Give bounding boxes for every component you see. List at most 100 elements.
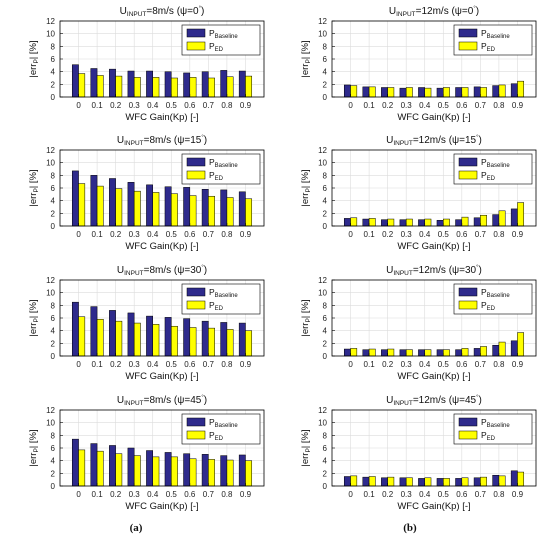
y-tick-label: 0 [51, 352, 56, 361]
x-tick-label: 0 [348, 490, 353, 499]
bar-ed-7 [208, 327, 215, 357]
x-tick-label: 0.1 [92, 101, 104, 110]
bar-baseline-5 [436, 87, 444, 98]
x-tick-label: 0 [76, 360, 81, 369]
legend-swatch-baseline [186, 287, 206, 297]
y-tick-label: 6 [51, 314, 56, 323]
bar-baseline-0 [71, 438, 79, 487]
bar-ed-9 [245, 75, 253, 98]
bar-baseline-6 [455, 478, 463, 487]
legend-swatch-ed [458, 170, 478, 180]
y-tick-label: 8 [323, 431, 328, 440]
bar-baseline-4 [418, 478, 425, 487]
chart-panel-1: 0 2 4 6 8 10 12 0 0.1 0.2 0.3 0.4 0.5 0.6 0.7 0.8 0.9 WFC… [28, 6, 265, 123]
x-axis-label: WFC Gain(Kp) [-] [125, 241, 198, 252]
x-tick-label: 0 [76, 230, 81, 239]
y-tick-label: 12 [318, 146, 327, 155]
x-tick-label: 0 [348, 101, 353, 110]
x-axis-label: WFC Gain(Kp) [-] [125, 501, 198, 512]
x-tick-label: 0.4 [419, 490, 431, 499]
y-tick-label: 6 [323, 184, 328, 193]
x-tick-label: 0 [348, 230, 353, 239]
x-tick-label: 0.5 [166, 360, 178, 369]
bar-ed-8 [226, 329, 234, 357]
legend-label-baseline: PBaseline [481, 28, 510, 40]
bar-ed-4 [424, 477, 432, 487]
chart-title: UINPUT=8m/s (ψ=0°) [120, 6, 205, 18]
chart-panel-3: 0 2 4 6 8 10 12 0 0.1 0.2 0.3 0.4 0.5 0.6 0.7 0.8 0.9 WFC… [28, 135, 265, 252]
legend-swatch-baseline [458, 287, 478, 297]
x-axis-label: WFC Gain(Kp) [-] [125, 112, 198, 123]
bar-ed-6 [461, 216, 469, 227]
y-tick-label: 10 [46, 30, 55, 39]
y-tick-label: 2 [323, 209, 328, 218]
bar-ed-7 [208, 195, 215, 227]
x-tick-label: 0.1 [92, 360, 104, 369]
bar-baseline-1 [90, 443, 98, 487]
chart-panel-7: 0 2 4 6 8 10 12 0 0.1 0.2 0.3 0.4 0.5 0.6 0.7 0.8 0.9 WFC… [28, 395, 265, 512]
bar-ed-4 [152, 192, 160, 227]
bar-ed-7 [480, 214, 487, 227]
bar-baseline-3 [127, 70, 135, 98]
bar-ed-2 [115, 320, 123, 357]
y-tick-label: 8 [51, 42, 56, 51]
bar-baseline-0 [71, 64, 79, 98]
bar-baseline-1 [362, 349, 370, 357]
y-tick-label: 4 [323, 197, 328, 206]
y-tick-label: 2 [323, 339, 328, 348]
chart-title: UINPUT=12m/s (ψ=0°) [389, 6, 479, 18]
bar-baseline-8 [492, 85, 500, 98]
bar-baseline-2 [109, 445, 116, 487]
legend-swatch-baseline [458, 417, 478, 427]
bar-baseline-7 [473, 86, 481, 98]
bar-baseline-5 [436, 220, 444, 227]
legend-swatch-ed [186, 170, 206, 180]
legend-swatch-ed [186, 41, 206, 51]
x-tick-label: 0.3 [129, 230, 141, 239]
x-tick-label: 0.7 [203, 490, 215, 499]
x-tick-label: 0.6 [184, 230, 196, 239]
y-tick-label: 10 [318, 30, 327, 39]
bar-baseline-5 [164, 452, 172, 487]
bar-baseline-2 [381, 349, 388, 357]
x-tick-label: 0.3 [129, 101, 141, 110]
y-tick-label: 6 [323, 55, 328, 64]
bar-ed-2 [387, 218, 395, 227]
bar-ed-5 [171, 193, 178, 227]
bar-baseline-3 [399, 87, 407, 98]
bar-ed-6 [189, 327, 197, 357]
bar-baseline-7 [201, 189, 209, 227]
bar-ed-1 [368, 348, 376, 357]
y-tick-label: 0 [323, 482, 328, 491]
bar-ed-6 [461, 477, 469, 487]
bar-ed-9 [517, 80, 525, 98]
bar-baseline-4 [418, 349, 425, 357]
legend-swatch-ed [458, 300, 478, 310]
chart-panel-6: 0 2 4 6 8 10 12 0 0.1 0.2 0.3 0.4 0.5 0.6 0.7 0.8 0.9 WFC… [300, 265, 537, 382]
y-tick-label: 2 [51, 469, 56, 478]
legend-swatch-ed [458, 430, 478, 440]
bar-ed-6 [189, 195, 197, 227]
bar-baseline-5 [164, 71, 172, 98]
x-tick-label: 0.6 [184, 101, 196, 110]
bar-baseline-9 [510, 83, 518, 98]
x-tick-label: 0.2 [110, 360, 122, 369]
bar-baseline-9 [510, 340, 518, 357]
bar-baseline-9 [238, 191, 246, 227]
bar-baseline-8 [220, 322, 228, 357]
legend-label-baseline: PBaseline [481, 157, 510, 169]
bar-ed-2 [115, 453, 123, 487]
bar-ed-9 [517, 471, 525, 487]
legend-label-ed: PED [481, 430, 496, 442]
bar-ed-6 [461, 348, 469, 357]
x-tick-label: 0.6 [456, 490, 468, 499]
chart-title: UINPUT=8m/s (ψ=45°) [117, 395, 207, 407]
x-tick-label: 0.5 [438, 360, 450, 369]
x-tick-label: 0.3 [401, 101, 413, 110]
legend-label-baseline: PBaseline [209, 28, 238, 40]
y-tick-label: 10 [46, 159, 55, 168]
